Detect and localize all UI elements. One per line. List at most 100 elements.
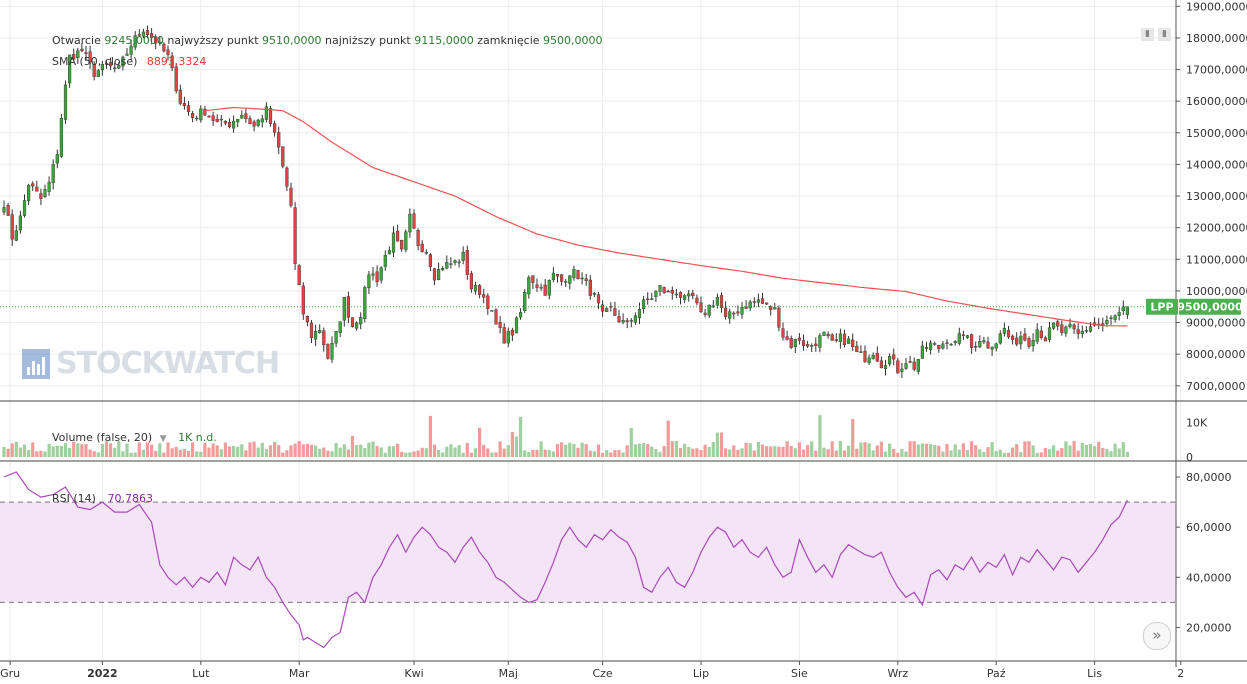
volume-bar <box>326 450 330 457</box>
pane-maximize-icon[interactable]: ▮ <box>1158 28 1171 41</box>
volume-bar <box>527 451 531 457</box>
volume-bar <box>465 442 469 457</box>
candle-body <box>605 308 609 312</box>
high-label: najwyższy punkt <box>167 34 259 47</box>
volume-bar <box>736 449 740 457</box>
chevron-down-icon[interactable]: ▼ <box>159 434 167 444</box>
candle-body <box>740 307 744 315</box>
volume-bar <box>68 447 72 457</box>
candle-body <box>117 65 121 69</box>
candle-body <box>199 108 203 121</box>
candle-body <box>1031 339 1035 347</box>
symbol-tag-bg <box>1146 298 1178 315</box>
candle-body <box>453 260 457 263</box>
volume-bar <box>113 447 117 457</box>
candle-body <box>240 115 244 119</box>
candle-body <box>141 31 145 37</box>
candle-body <box>633 315 637 323</box>
volume-bar <box>31 442 35 457</box>
volume-bar <box>1080 442 1084 457</box>
candle-body <box>469 273 473 290</box>
candle-body <box>523 292 527 311</box>
volume-bar <box>432 444 437 457</box>
candle-body <box>1109 317 1113 320</box>
rsi-legend[interactable]: RSI (14) 70,7863 <box>52 492 153 505</box>
candle-body <box>190 113 195 118</box>
pane-restore-icon[interactable]: ▮ <box>1141 28 1154 41</box>
volume-legend[interactable]: Volume (false, 20) ▼ 1K n.d. <box>52 431 217 444</box>
volume-bar <box>84 444 88 457</box>
price-tick-label: 13000,0000 <box>1186 190 1247 203</box>
stockwatch-logo-icon <box>22 348 50 379</box>
volume-bar <box>256 447 260 457</box>
candle-body <box>305 316 309 323</box>
volume-bar <box>100 444 104 457</box>
volume-bar <box>982 451 986 457</box>
price-tick-label: 17000,0000 <box>1186 64 1247 77</box>
volume-bar <box>367 442 371 457</box>
volume-bar <box>305 443 309 457</box>
candle-body <box>182 103 186 107</box>
candle-body <box>289 187 293 206</box>
volume-bar <box>129 452 133 457</box>
volume-bar <box>617 450 621 457</box>
volume-bar <box>892 448 896 457</box>
volume-bar <box>457 445 461 457</box>
candle-body <box>949 344 953 346</box>
sma-line <box>204 106 1128 327</box>
volume-bar <box>170 448 174 457</box>
volume-bar <box>978 449 982 457</box>
volume-bar <box>145 442 150 457</box>
candle-body <box>482 294 486 298</box>
candle-body <box>855 345 859 353</box>
candle-body <box>441 268 445 270</box>
volume-tick-label: 0 <box>1186 451 1193 464</box>
volume-bar <box>490 452 494 457</box>
candle-body <box>970 334 974 348</box>
candle-body <box>588 279 592 296</box>
volume-bar <box>855 448 859 457</box>
volume-bar <box>301 444 305 457</box>
candle-body <box>203 108 207 116</box>
candle-body <box>371 273 375 276</box>
volume-bar <box>711 441 715 457</box>
scroll-to-realtime-button[interactable]: » <box>1143 622 1171 650</box>
candle-body <box>1117 312 1121 316</box>
candle-body <box>1076 329 1080 334</box>
candle-body <box>916 359 920 372</box>
volume-bar <box>461 452 465 457</box>
volume-bar <box>1023 441 1027 457</box>
volume-bar <box>1047 448 1052 457</box>
candle-body <box>166 49 170 55</box>
volume-bar <box>551 451 555 457</box>
volume-bar <box>1056 450 1060 457</box>
candle-body <box>1015 337 1019 345</box>
volume-bar <box>929 444 933 457</box>
candle-body <box>732 312 736 315</box>
candle-body <box>560 274 564 282</box>
volume-bar <box>683 443 687 457</box>
volume-bar <box>765 446 769 457</box>
volume-bar <box>223 442 227 457</box>
candle-body <box>773 307 777 310</box>
volume-bar <box>896 452 900 457</box>
candle-body <box>793 339 797 347</box>
candle-body <box>67 54 72 84</box>
volume-bar <box>211 443 215 457</box>
sma-legend[interactable]: SMA (50, close) 8893,3324 <box>52 55 206 68</box>
volume-bar <box>781 446 785 457</box>
volume-bar <box>547 449 551 457</box>
candle-body <box>1080 331 1084 334</box>
volume-bar <box>285 450 289 457</box>
price-tick-label: 19000,0000 <box>1186 0 1247 13</box>
candle-body <box>728 311 732 319</box>
candle-body <box>195 117 199 120</box>
volume-bar <box>27 450 31 457</box>
candle-body <box>59 118 63 157</box>
volume-bar <box>752 450 756 457</box>
volume-bar <box>970 441 974 457</box>
candle-body <box>375 271 379 283</box>
candle-body <box>957 333 961 344</box>
candle-body <box>551 272 555 280</box>
